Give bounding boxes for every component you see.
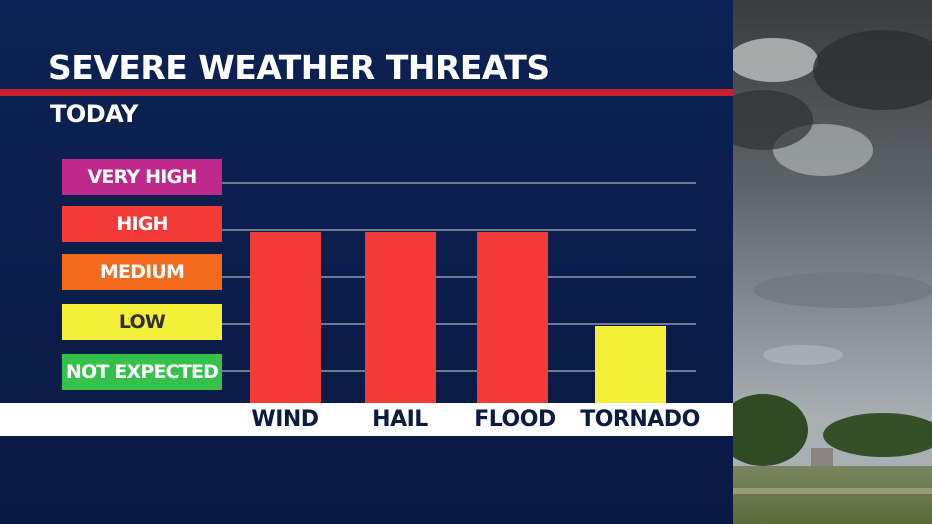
bar-chart <box>222 182 696 403</box>
category-label-flood: FLOOD <box>474 407 556 432</box>
category-label-tornado: TORNADO <box>580 407 700 432</box>
bar-hail <box>365 232 436 403</box>
category-label-hail: HAIL <box>372 407 428 432</box>
chart-subtitle: TODAY <box>50 100 138 128</box>
level-low: LOW <box>62 304 222 340</box>
level-medium: MEDIUM <box>62 254 222 290</box>
bar-tornado <box>595 326 666 403</box>
title-divider <box>0 89 733 96</box>
storm-sky-photo <box>733 0 932 524</box>
level-very-high: VERY HIGH <box>62 159 222 195</box>
graphic-panel: SEVERE WEATHER THREATS TODAY VERY HIGH H… <box>0 0 733 524</box>
category-band <box>0 403 733 436</box>
level-high: HIGH <box>62 206 222 242</box>
chart-title: SEVERE WEATHER THREATS <box>48 48 550 87</box>
level-not-expected: NOT EXPECTED <box>62 354 222 390</box>
bar-wind <box>250 232 321 403</box>
bar-flood <box>477 232 548 403</box>
category-label-wind: WIND <box>251 407 319 432</box>
